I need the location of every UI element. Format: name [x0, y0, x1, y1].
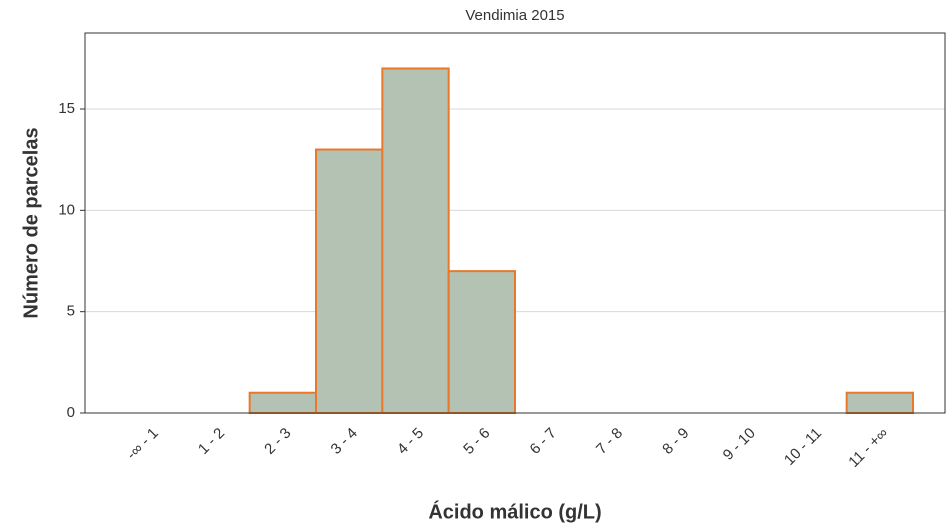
- chart-title: Vendimia 2015: [465, 7, 564, 24]
- y-tick-label: 0: [67, 404, 75, 421]
- y-tick-label: 15: [58, 100, 75, 117]
- x-axis-title: Ácido málico (g/L): [428, 500, 601, 523]
- y-tick-label: 10: [58, 201, 75, 218]
- bar: [248, 391, 318, 415]
- x-tick-label: 2 - 3: [261, 425, 294, 458]
- x-tick-label: 6 - 7: [527, 425, 560, 458]
- x-tick-label: -∞ - 1: [123, 425, 161, 463]
- x-tick-label: 11 - +∞: [845, 424, 891, 470]
- x-tick-label: 10 - 11: [781, 425, 825, 469]
- x-tick-label: 8 - 9: [659, 425, 692, 458]
- bar: [845, 391, 915, 415]
- plot-frame: [84, 32, 946, 414]
- bar: [447, 270, 516, 414]
- x-tick-label: 9 - 10: [720, 425, 759, 464]
- y-tick-label: 5: [67, 303, 75, 320]
- x-tick-label: 1 - 2: [195, 425, 228, 458]
- x-tick-label: 3 - 4: [328, 425, 361, 458]
- bar: [315, 148, 384, 415]
- x-tick-label: 7 - 8: [593, 425, 626, 458]
- bar: [381, 67, 450, 414]
- x-tick-label: 5 - 6: [460, 425, 493, 458]
- x-tick-label: 4 - 5: [394, 425, 427, 458]
- y-axis-title: Número de parcelas: [20, 127, 42, 318]
